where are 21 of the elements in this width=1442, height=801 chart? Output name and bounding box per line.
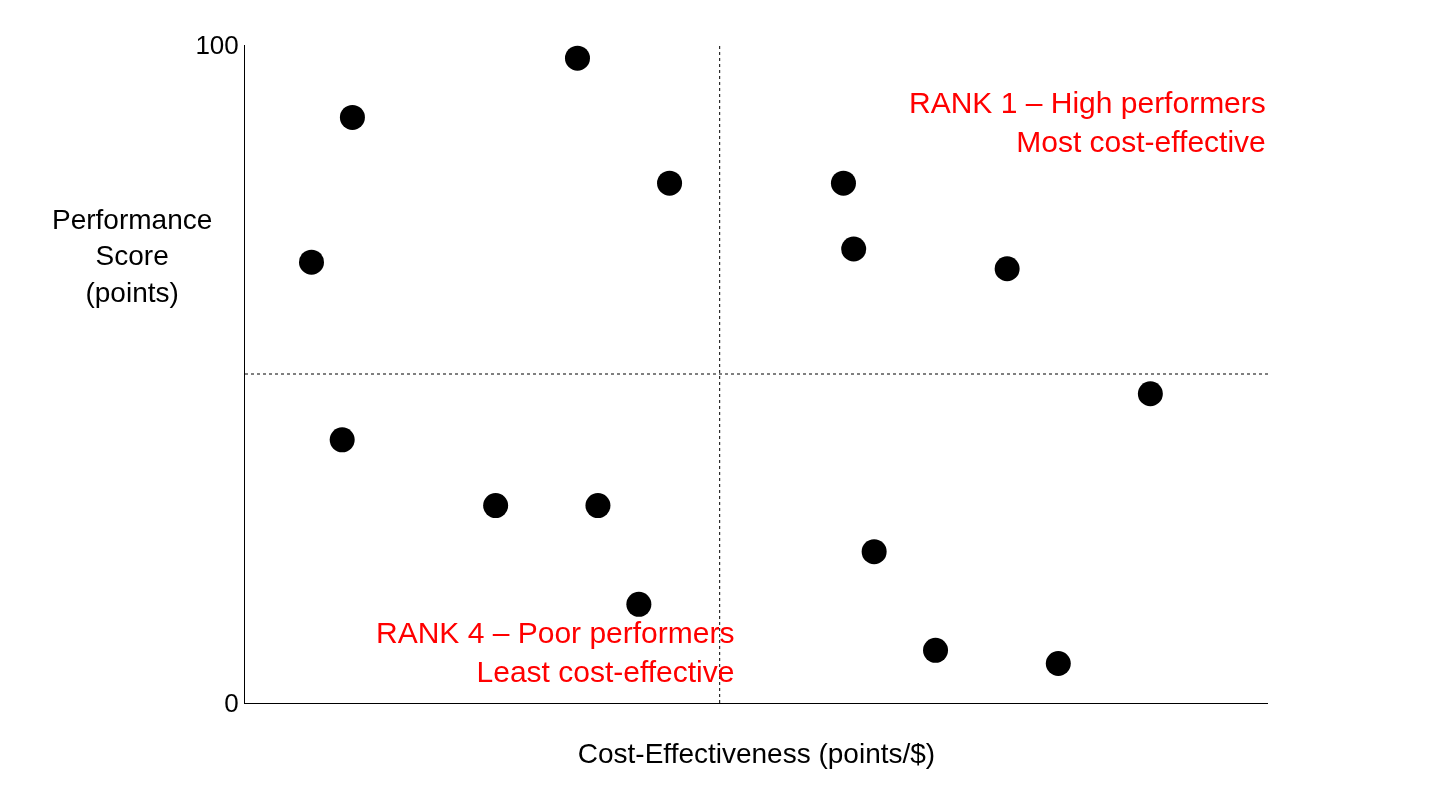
point [861,539,887,565]
point [923,637,949,663]
x-axis-title: Cost-Effectiveness (points/$) [577,738,936,770]
point [994,256,1020,282]
point [830,170,856,196]
point [1045,651,1071,677]
y-tick-label: 0 [224,688,239,719]
point [841,236,867,262]
y-axis-title: Performance Score (points) [52,204,213,308]
point [1137,381,1163,407]
y-tick-label: 100 [195,30,239,61]
point [626,591,652,617]
annotation: RANK 1 – High performers Most cost-effective [909,86,1266,158]
point [483,493,509,519]
point [329,427,355,453]
point [339,104,365,130]
annotation: RANK 4 – Poor performers Least cost-effective [376,616,735,688]
point [585,493,611,519]
point [657,170,683,196]
point [299,249,324,275]
point [564,45,590,71]
